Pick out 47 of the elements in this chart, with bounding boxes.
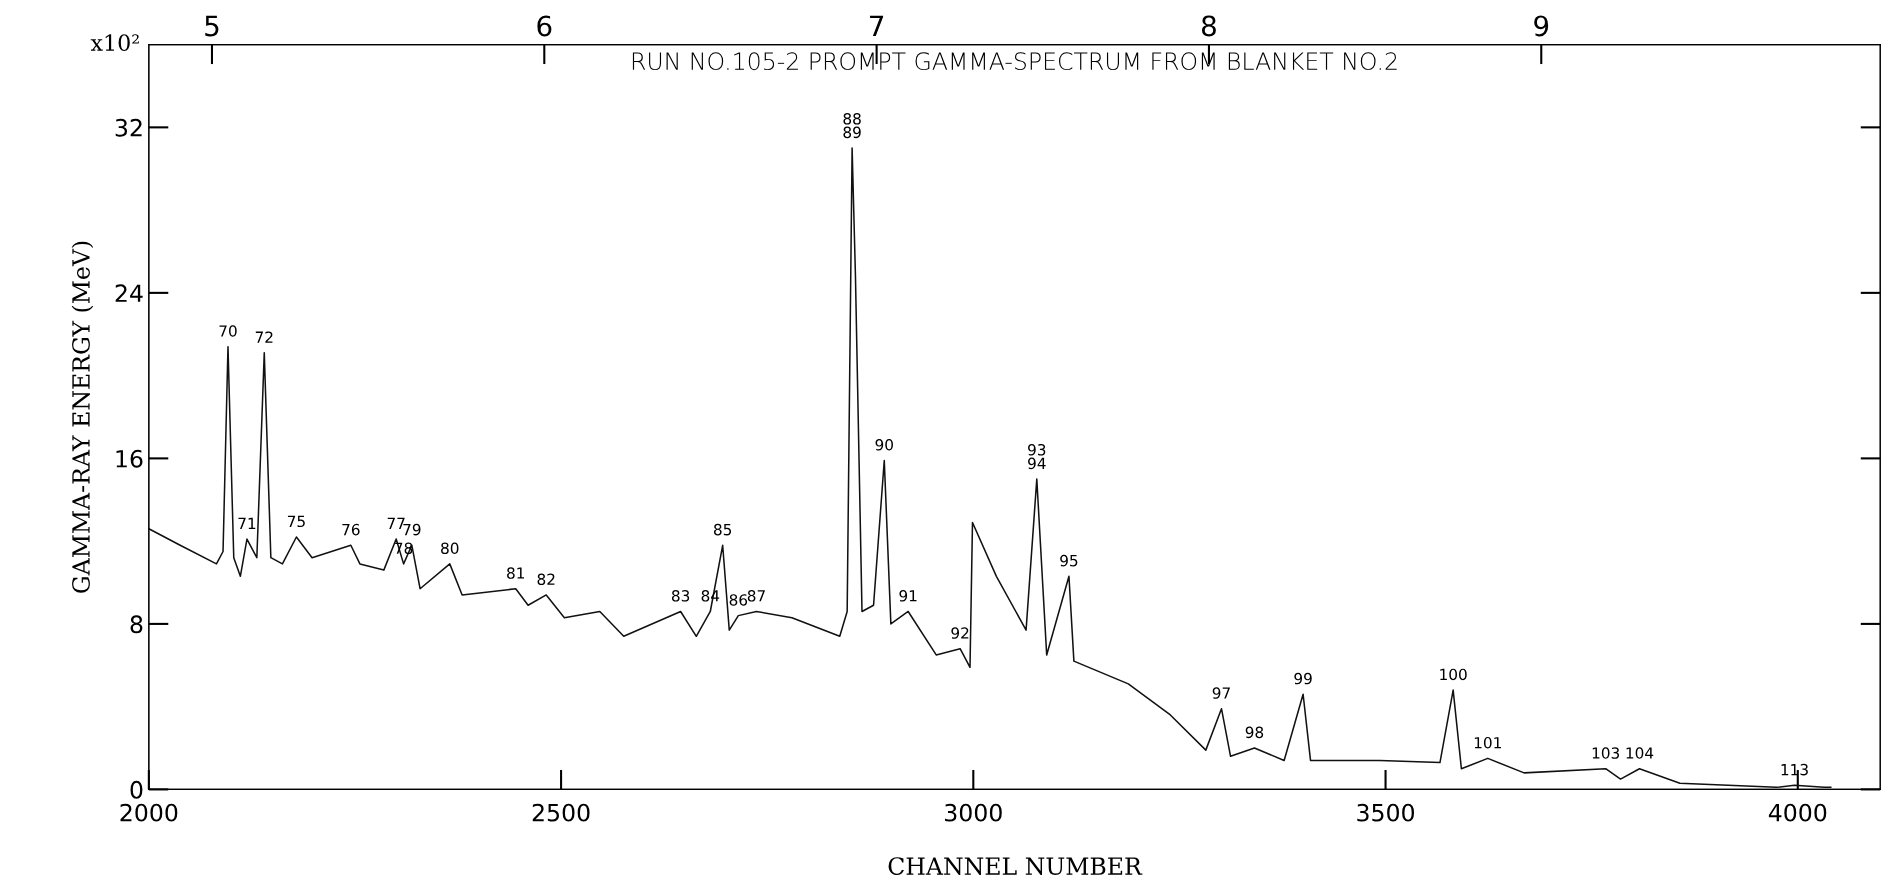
annotation: 103 (1592, 747, 1620, 759)
annotation: 85 (713, 523, 732, 536)
annotation: 104 (1626, 747, 1654, 759)
text: x10² (90, 34, 139, 52)
annotation: 98 (1245, 726, 1264, 739)
x2-tick-label: 9 (1534, 15, 1549, 37)
x2-tick-label: 6 (537, 15, 552, 37)
x-tick-label: 3500 (1357, 803, 1415, 822)
annotation: 76 (342, 523, 360, 536)
annotation: 97 (1212, 687, 1230, 699)
y-tick-label: 24 (115, 284, 143, 302)
annotation: 71 (238, 517, 256, 529)
y-axis-title: GAMMA-RAY ENERGY (MeV) (71, 241, 94, 593)
annotation: 101 (1474, 736, 1501, 749)
x2-tick-label: 7 (870, 15, 884, 37)
annotation: 90 (875, 439, 893, 451)
annotation: 86 (729, 594, 748, 606)
annotation: 72 (255, 331, 273, 343)
annotation: 77 (387, 517, 405, 529)
annotation: 70 (219, 325, 237, 337)
annotation: 93 94 (1028, 443, 1046, 470)
annotation: 100 (1440, 668, 1467, 681)
annotation: 81 (507, 567, 525, 579)
y-tick-label: 8 (130, 615, 143, 634)
annotation: 91 (899, 590, 917, 602)
x-axis-title: CHANNEL NUMBER (888, 857, 1143, 875)
annotation: 79 (403, 523, 421, 536)
chart-title: RUN NO.105-2 PROMPT GAMMA-SPECTRUM FROM BLANKET NO.2 (632, 52, 1397, 71)
annotation: 87 (747, 590, 765, 602)
annotation: 113 (1781, 763, 1808, 776)
annotation: 82 (537, 573, 555, 586)
x-tick-label: 3000 (945, 803, 1002, 822)
annotation: 99 (1294, 672, 1312, 685)
x2-tick-label: 5 (205, 15, 219, 37)
x-tick-label: 2500 (532, 803, 590, 822)
x-tick-label: 4000 (1768, 803, 1827, 822)
y-tick-label: 16 (116, 449, 143, 468)
y-tick-label: 0 (130, 780, 143, 799)
x-tick-label: 2000 (120, 803, 178, 822)
annotation: 92 (951, 627, 969, 639)
annotation: 80 (441, 542, 459, 554)
annotation: 75 (287, 515, 305, 528)
x2-tick-label: 8 (1201, 15, 1216, 37)
y-tick-label: 32 (115, 118, 142, 137)
annotation: 83 (671, 590, 690, 602)
annotation: 88 89 (843, 112, 861, 139)
annotation: 95 (1060, 554, 1078, 567)
